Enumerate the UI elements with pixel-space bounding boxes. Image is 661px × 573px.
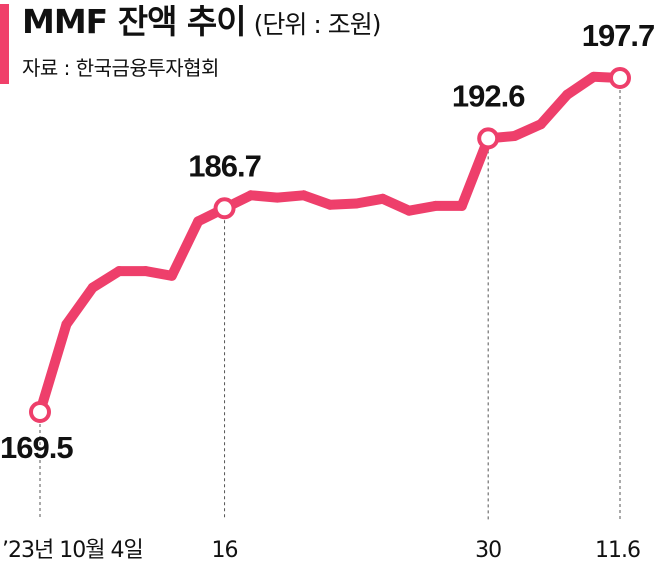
highlight-marker bbox=[29, 401, 51, 423]
title-accent-bar bbox=[0, 4, 9, 84]
guide-lines bbox=[39, 90, 621, 520]
data-point bbox=[87, 282, 98, 293]
data-point bbox=[298, 190, 309, 201]
data-point bbox=[562, 89, 573, 100]
data-point bbox=[61, 319, 72, 330]
data-point bbox=[114, 266, 125, 277]
value-label: 197.7 bbox=[582, 18, 655, 53]
value-label-group: 169.5 186.7 192.6 197.7 bbox=[0, 18, 655, 465]
highlight-marker bbox=[477, 127, 500, 150]
data-point bbox=[272, 192, 283, 203]
chart-header: MMF 잔액 추이 (단위 : 조원) 자료 : 한국금융투자협회 bbox=[22, 0, 382, 82]
highlight-marker bbox=[213, 197, 236, 220]
x-tick-label: 16 bbox=[212, 538, 238, 563]
value-label: 169.5 bbox=[0, 430, 73, 465]
data-point bbox=[166, 270, 177, 281]
x-tick-label: 11.6 bbox=[595, 538, 640, 563]
data-point bbox=[509, 131, 520, 142]
data-point bbox=[430, 200, 441, 211]
data-point bbox=[325, 199, 335, 210]
data-point bbox=[535, 119, 546, 130]
data-point bbox=[377, 193, 388, 204]
title-line: MMF 잔액 추이 (단위 : 조원) bbox=[22, 0, 382, 50]
data-point bbox=[588, 71, 599, 82]
data-point bbox=[193, 216, 204, 227]
series-line-group bbox=[35, 71, 625, 417]
marker-group bbox=[29, 67, 631, 423]
x-tick-label: ’23년 10월 4일 bbox=[2, 538, 143, 563]
unit-label: (단위 : 조원) bbox=[253, 10, 382, 39]
value-label: 186.7 bbox=[188, 148, 261, 183]
data-point bbox=[140, 266, 151, 277]
value-label: 192.6 bbox=[452, 78, 525, 113]
source-label: 자료 : 한국금융투자협회 bbox=[22, 56, 219, 80]
x-axis-labels: ’23년 10월 4일 16 30 11.6 bbox=[2, 538, 641, 563]
highlight-marker bbox=[609, 67, 631, 89]
chart-title: MMF 잔액 추이 bbox=[22, 2, 247, 41]
x-tick-label: 30 bbox=[475, 538, 501, 563]
data-point bbox=[456, 200, 467, 211]
data-point bbox=[351, 198, 362, 209]
series-line bbox=[35, 71, 625, 417]
data-point bbox=[245, 190, 256, 201]
data-point bbox=[404, 205, 415, 216]
